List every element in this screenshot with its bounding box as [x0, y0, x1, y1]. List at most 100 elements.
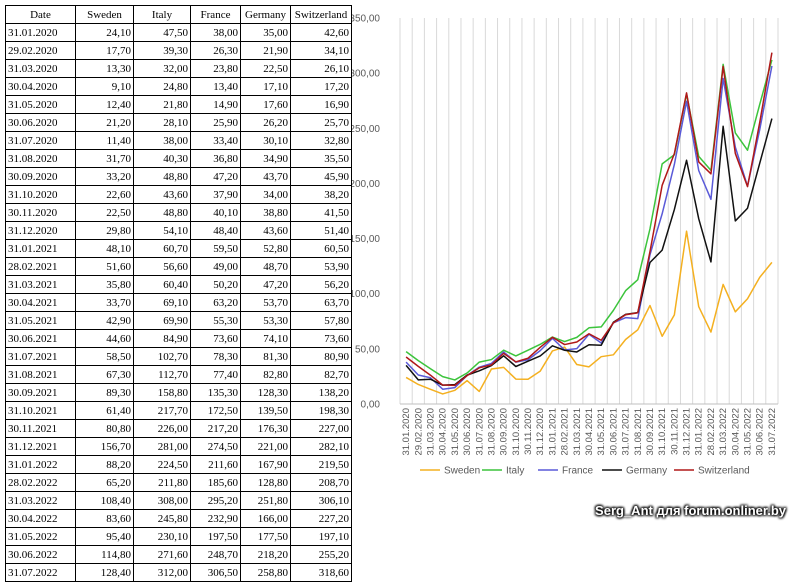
value-cell: 57,80 [290, 311, 352, 330]
table-row: 30.11.2020 22,50 48,80 40,10 38,80 41,50 [5, 203, 352, 222]
value-cell: 25,90 [190, 113, 241, 132]
value-cell: 61,40 [75, 401, 134, 420]
value-cell: 43,70 [240, 167, 291, 186]
table-row: 31.07.2020 11,40 38,00 33,40 30,10 32,80 [5, 131, 352, 150]
value-cell: 29,80 [75, 221, 134, 240]
table-row: 30.06.2020 21,20 28,10 25,90 26,20 25,70 [5, 113, 352, 132]
value-cell: 48,40 [190, 221, 241, 240]
value-cell: 112,70 [133, 365, 191, 384]
value-cell: 83,60 [75, 509, 134, 528]
x-tick-label: 31.01.2020 [401, 408, 412, 456]
value-cell: 306,10 [290, 491, 352, 510]
date-cell: 31.08.2021 [5, 365, 76, 384]
x-tick-label: 31.03.2022 [718, 408, 729, 456]
value-cell: 139,50 [240, 401, 291, 420]
value-cell: 227,20 [290, 509, 352, 528]
value-cell: 49,00 [190, 257, 241, 276]
value-cell: 39,30 [133, 41, 191, 60]
x-tick-label: 30.04.2021 [584, 408, 595, 456]
x-tick-label: 31.12.2020 [535, 408, 546, 456]
column-header: Germany [240, 5, 291, 24]
y-axis: 0,00 50,00 100,00 150,00 200,00 250,00 300,00 3… [352, 14, 380, 411]
value-cell: 41,50 [290, 203, 352, 222]
series-line-switzerland [405, 52, 773, 387]
value-cell: 28,10 [133, 113, 191, 132]
table-row: 31.01.2021 48,10 60,70 59,50 52,80 60,50 [5, 239, 352, 258]
table-row: 31.10.2020 22,60 43,60 37,90 34,00 38,20 [5, 185, 352, 204]
value-cell: 32,80 [290, 131, 352, 150]
value-cell: 35,50 [290, 149, 352, 168]
value-cell: 21,20 [75, 113, 134, 132]
value-cell: 44,60 [75, 329, 134, 348]
value-cell: 25,70 [290, 113, 352, 132]
value-cell: 114,80 [75, 545, 134, 564]
value-cell: 54,10 [133, 221, 191, 240]
column-header: Switzerland [290, 5, 352, 24]
value-cell: 198,30 [290, 401, 352, 420]
value-cell: 248,70 [190, 545, 241, 564]
value-cell: 177,50 [240, 527, 291, 546]
date-cell: 30.06.2022 [5, 545, 76, 564]
value-cell: 34,00 [240, 185, 291, 204]
date-cell: 30.04.2020 [5, 77, 76, 96]
date-cell: 31.07.2020 [5, 131, 76, 150]
value-cell: 197,10 [290, 527, 352, 546]
table-row: 30.06.2021 44,60 84,90 73,60 74,10 73,60 [5, 329, 352, 348]
x-tick-label: 29.02.2020 [413, 408, 424, 456]
column-header: France [190, 5, 241, 24]
value-cell: 17,10 [240, 77, 291, 96]
x-tick-label: 30.11.2021 [669, 408, 680, 455]
column-header: Date [5, 5, 76, 24]
date-cell: 31.05.2020 [5, 95, 76, 114]
value-cell: 56,60 [133, 257, 191, 276]
value-cell: 63,20 [190, 293, 241, 312]
value-cell: 102,70 [133, 347, 191, 366]
value-cell: 69,10 [133, 293, 191, 312]
data-table: Date Sweden Italy France Germany Switzerland … [5, 5, 352, 582]
value-cell: 38,80 [240, 203, 291, 222]
value-cell: 218,20 [240, 545, 291, 564]
value-cell: 208,70 [290, 473, 352, 492]
value-cell: 53,90 [290, 257, 352, 276]
value-cell: 128,40 [75, 563, 134, 582]
value-cell: 108,40 [75, 491, 134, 510]
table-row: 31.05.2021 42,90 69,90 55,30 53,30 57,80 [5, 311, 352, 330]
value-cell: 59,50 [190, 239, 241, 258]
table-header-row: Date Sweden Italy France Germany Switzerland [5, 5, 352, 24]
date-cell: 31.08.2020 [5, 149, 76, 168]
x-tick-label: 31.08.2021 [633, 408, 644, 456]
value-cell: 308,00 [133, 491, 191, 510]
value-cell: 274,50 [190, 437, 241, 456]
value-cell: 84,90 [133, 329, 191, 348]
x-tick-label: 30.09.2020 [499, 408, 510, 456]
x-tick-label: 31.05.2022 [743, 408, 754, 456]
value-cell: 17,60 [240, 95, 291, 114]
value-cell: 24,10 [75, 23, 134, 42]
value-cell: 211,60 [190, 455, 241, 474]
value-cell: 158,80 [133, 383, 191, 402]
table-row: 31.07.2022 128,40 312,00 306,50 258,80 318,60 [5, 563, 352, 582]
x-tick-label: 31.01.2022 [694, 408, 705, 456]
value-cell: 40,30 [133, 149, 191, 168]
table-row: 30.04.2022 83,60 245,80 232,90 166,00 227,20 [5, 509, 352, 528]
value-cell: 38,00 [133, 131, 191, 150]
value-cell: 95,40 [75, 527, 134, 546]
value-cell: 53,30 [240, 311, 291, 330]
value-cell: 30,10 [240, 131, 291, 150]
value-cell: 24,80 [133, 77, 191, 96]
table-row: 30.09.2020 33,20 48,80 47,20 43,70 45,90 [5, 167, 352, 186]
value-cell: 60,40 [133, 275, 191, 294]
value-cell: 26,10 [290, 59, 352, 78]
table-row: 31.10.2021 61,40 217,70 172,50 139,50 198,30 [5, 401, 352, 420]
value-cell: 156,70 [75, 437, 134, 456]
value-cell: 318,60 [290, 563, 352, 582]
value-cell: 48,80 [133, 167, 191, 186]
value-cell: 138,20 [290, 383, 352, 402]
x-tick-label: 31.01.2021 [547, 408, 558, 456]
legend-label: France [562, 466, 594, 477]
table-row: 31.01.2020 24,10 47,50 38,00 35,00 42,60 [5, 23, 352, 42]
value-cell: 47,20 [190, 167, 241, 186]
value-cell: 38,20 [290, 185, 352, 204]
column-header: Sweden [75, 5, 134, 24]
value-cell: 16,90 [290, 95, 352, 114]
